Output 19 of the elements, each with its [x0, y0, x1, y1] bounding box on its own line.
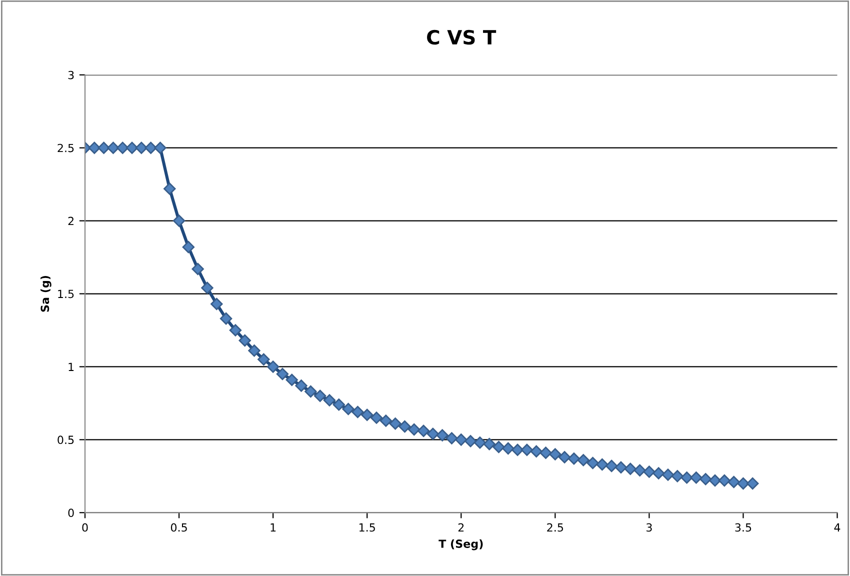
x-tick-label: 1 — [270, 523, 276, 532]
y-tick-label: 2 — [68, 216, 74, 226]
y-tick-label: 3 — [68, 70, 74, 80]
y-tick-label: 0 — [68, 508, 74, 518]
x-tick-label: 3.5 — [735, 523, 752, 532]
y-tick-label: 1.5 — [58, 290, 74, 298]
x-axis-title: T (Seg) — [438, 539, 483, 550]
x-tick-label: 3 — [646, 523, 652, 532]
x-tick-label: 0.5 — [170, 523, 187, 532]
chart-title: C VS T — [427, 30, 496, 45]
x-tick-label: 2 — [458, 523, 464, 532]
y-tick-label: 2.5 — [58, 144, 74, 152]
x-tick-label: 1.5 — [359, 523, 375, 532]
x-tick-label: 2.5 — [547, 523, 564, 532]
y-tick-label: 1 — [68, 362, 74, 371]
y-axis-title: Sa (g) — [40, 276, 52, 312]
x-tick-label: 0 — [82, 523, 88, 532]
x-tick-label: 4 — [834, 523, 840, 532]
y-tick-label: 0.5 — [58, 436, 74, 444]
